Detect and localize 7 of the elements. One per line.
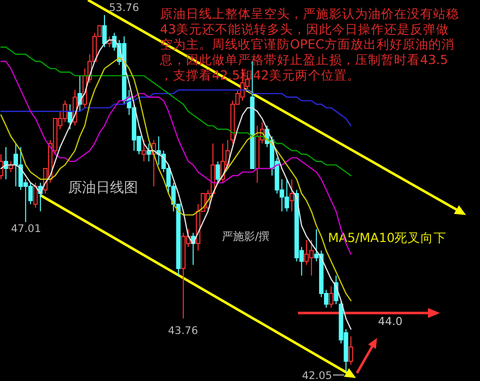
annotation: 原油日线图 — [68, 180, 138, 196]
annotation: 47.01 — [10, 223, 42, 235]
annotation: 43.76 — [168, 325, 198, 337]
annotation: 严施影/撰 — [222, 230, 270, 243]
annotation: 42.05 — [302, 370, 332, 381]
annotation: 44.0 — [378, 315, 402, 328]
annotation: 53.76 — [108, 2, 140, 14]
